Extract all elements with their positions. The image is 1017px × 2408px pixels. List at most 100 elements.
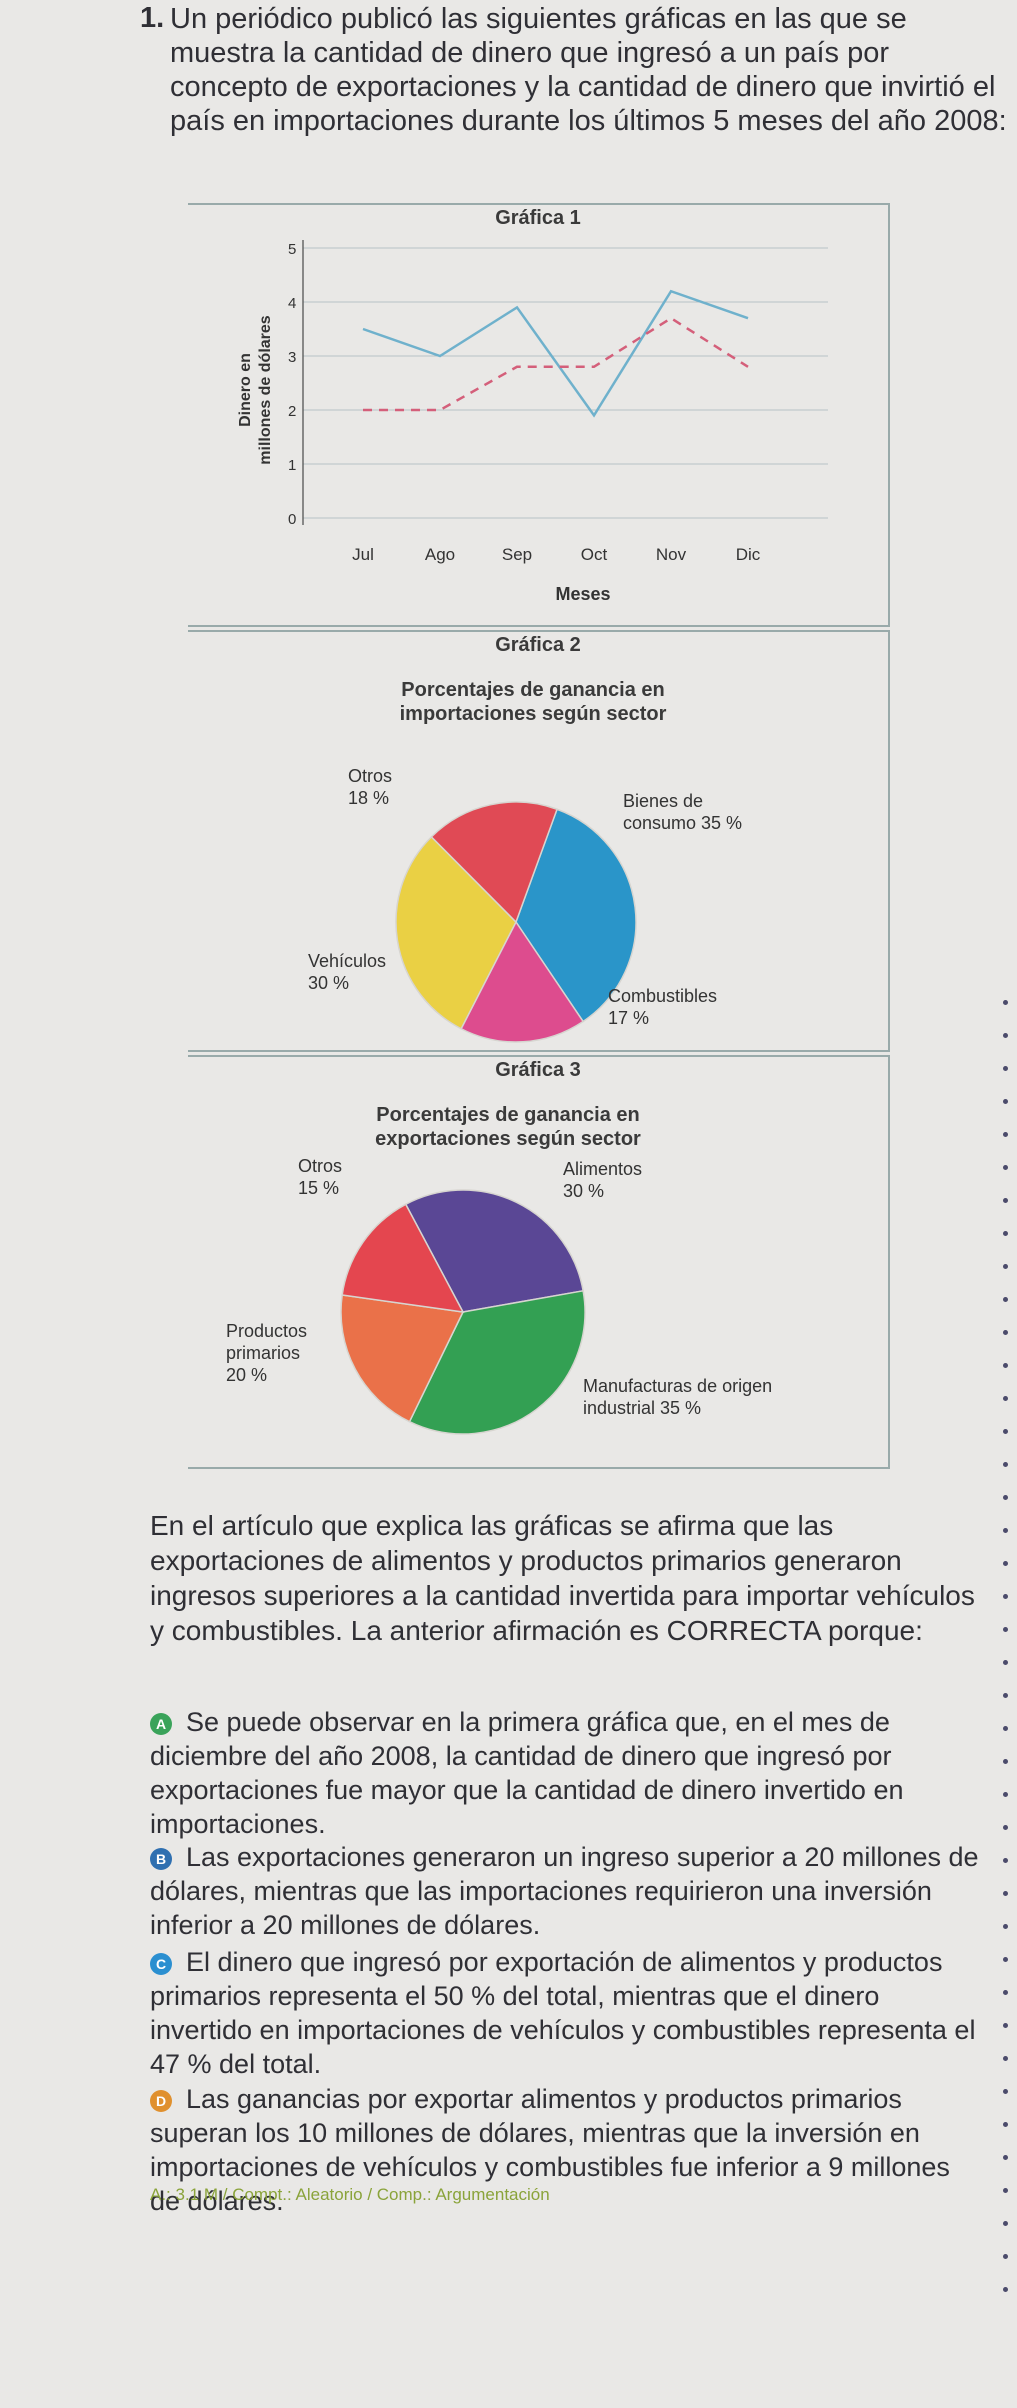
chart-1-title: Gráfica 1 [495, 207, 581, 229]
margin-dot [1003, 1858, 1008, 1863]
margin-dot [1003, 1528, 1008, 1533]
margin-dot [1003, 1363, 1008, 1368]
series-line-2 [363, 316, 749, 412]
x-axis-label: Meses [555, 584, 610, 604]
slice-label: Otros 18 % [348, 766, 392, 808]
margin-dot [1003, 1000, 1008, 1005]
margin-dot [1003, 1660, 1008, 1665]
margin-dot [1003, 2188, 1008, 2193]
pie-chart-exports: Alimentos 30 % Manufacturas de origen indus… [226, 1156, 772, 1435]
margin-dot [1003, 1132, 1008, 1137]
margin-dot [1003, 2056, 1008, 2061]
chart-2-panel: Gráfica 2 Porcentajes de ganancia en imp… [188, 630, 890, 1052]
slice-label: Vehículos 30 % [308, 951, 386, 993]
margin-dot [1003, 1297, 1008, 1302]
option-b[interactable]: B Las exportaciones generaron un ingreso … [150, 1840, 980, 1942]
y-tick-label: 4 [288, 295, 296, 312]
x-tick-label: Sep [502, 545, 532, 564]
margin-dot [1003, 2155, 1008, 2160]
line-chart: 0 1 2 3 4 5 Jul Ago Sep Oct Nov Dic Meses Dinero en mi… [237, 240, 828, 604]
y-tick-label: 1 [288, 457, 296, 474]
slice-label: Alimentos 30 % [563, 1159, 642, 1201]
question-intro: Un periódico publicó las siguientes gráf… [170, 3, 1007, 137]
y-tick-label: 3 [288, 349, 296, 366]
margin-dot [1003, 2089, 1008, 2094]
margin-dot [1003, 1990, 1008, 1995]
pie-slice [404, 1189, 585, 1313]
x-tick-label: Dic [736, 545, 761, 564]
margin-dot [1003, 1462, 1008, 1467]
slice-label: Bienes de consumo 35 % [623, 791, 742, 833]
margin-dot [1003, 1330, 1008, 1335]
y-tick-label: 5 [288, 241, 296, 258]
y-tick-label: 2 [288, 403, 296, 420]
y-axis-label: Dinero en millones de dólares [237, 315, 274, 464]
slice-label: Manufacturas de origen industrial 35 % [583, 1376, 772, 1418]
margin-dot [1003, 1825, 1008, 1830]
margin-dot [1003, 1957, 1008, 1962]
chart-1-panel: Gráfica 1 0 1 2 3 4 5 Jul Ago Sep Oct Nov Dic Meses D… [188, 203, 890, 627]
option-a-badge: A [150, 1713, 172, 1735]
margin-dot [1003, 1099, 1008, 1104]
margin-dot [1003, 1693, 1008, 1698]
option-a-text: Se puede observar en la primera gráfica … [150, 1707, 904, 1839]
margin-dots [1003, 1000, 1013, 2320]
option-c[interactable]: C El dinero que ingresó por exportación d… [150, 1945, 980, 2081]
margin-dot [1003, 1231, 1008, 1236]
margin-dot [1003, 1627, 1008, 1632]
chart-3-panel: Gráfica 3 Porcentajes de ganancia en exp… [188, 1055, 890, 1469]
y-tick-label: 0 [288, 511, 296, 528]
margin-dot [1003, 1759, 1008, 1764]
margin-dot [1003, 1198, 1008, 1203]
x-tick-label: Nov [656, 545, 687, 564]
option-a[interactable]: A Se puede observar en la primera gráfica… [150, 1705, 980, 1841]
chart-3-subtitle: Porcentajes de ganancia en exportaciones… [375, 1104, 641, 1150]
slice-label: Productos primarios 20 % [226, 1321, 307, 1385]
pie-slice [395, 835, 517, 1030]
margin-dot [1003, 2287, 1008, 2292]
chart-3-title: Gráfica 3 [495, 1059, 581, 1081]
chart-2-subtitle: Porcentajes de ganancia en importaciones… [399, 679, 667, 725]
pie-slice [460, 920, 585, 1043]
margin-dot [1003, 1495, 1008, 1500]
margin-dot [1003, 1726, 1008, 1731]
chart-2-title: Gráfica 2 [495, 634, 581, 656]
margin-dot [1003, 1792, 1008, 1797]
margin-dot [1003, 1066, 1008, 1071]
statement-text: En el artículo que explica las gráficas … [150, 1510, 975, 1646]
option-b-text: Las exportaciones generaron un ingreso s… [150, 1842, 979, 1940]
pie-slice [515, 808, 637, 1023]
option-c-badge: C [150, 1953, 172, 1975]
margin-dot [1003, 2254, 1008, 2259]
option-d-badge: D [150, 2090, 172, 2112]
series-line-1 [362, 289, 749, 418]
question-number: 1. [140, 2, 165, 34]
x-tick-label: Oct [581, 545, 608, 564]
margin-dot [1003, 1429, 1008, 1434]
slice-label: Combustibles 17 % [608, 986, 717, 1028]
pie-chart-imports: Bienes de consumo 35 % Combustibles 17 % Veh… [308, 766, 742, 1043]
margin-dot [1003, 1594, 1008, 1599]
margin-dot [1003, 1924, 1008, 1929]
option-d-text: Las ganancias por exportar alimentos y p… [150, 2084, 950, 2216]
slice-label: Otros 15 % [298, 1156, 342, 1198]
pie-slice [341, 1203, 465, 1313]
pie-slice [408, 1289, 586, 1435]
margin-dot [1003, 1264, 1008, 1269]
margin-dot [1003, 1396, 1008, 1401]
option-c-text: El dinero que ingresó por exportación de… [150, 1947, 976, 2079]
margin-dot [1003, 1165, 1008, 1170]
option-b-badge: B [150, 1848, 172, 1870]
pie-slice [430, 801, 559, 924]
pie-slice [340, 1294, 465, 1423]
footer-note: A.: 3.1 M / Compt.: Aleatorio / Comp.: A… [150, 2185, 550, 2204]
margin-dot [1003, 2023, 1008, 2028]
margin-dot [1003, 1561, 1008, 1566]
margin-dot [1003, 1891, 1008, 1896]
x-tick-label: Ago [425, 545, 455, 564]
margin-dot [1003, 2221, 1008, 2226]
margin-dot [1003, 2122, 1008, 2127]
option-d[interactable]: D Las ganancias por exportar alimentos y … [150, 2082, 980, 2218]
margin-dot [1003, 1033, 1008, 1038]
